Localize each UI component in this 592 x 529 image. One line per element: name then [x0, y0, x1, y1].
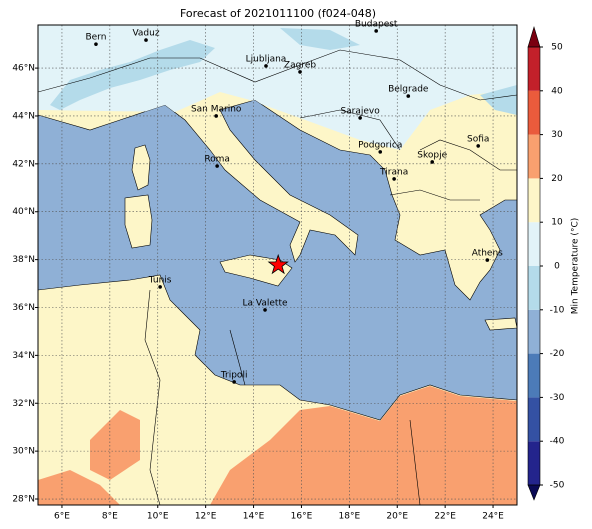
- city-dot: [406, 94, 411, 98]
- city-label: Roma: [204, 155, 230, 165]
- colorbar-tick-label: -20: [550, 349, 565, 359]
- city-label: Bern: [85, 33, 106, 43]
- colorbar-label: Min Temperature (°C): [571, 218, 581, 315]
- city-dot: [358, 116, 362, 120]
- colorbar-bin: [528, 266, 540, 310]
- colorbar-tick-label: 20: [551, 174, 563, 184]
- lon-tick-label: 22°E: [434, 512, 456, 522]
- city-dot: [232, 380, 236, 384]
- city-dot: [392, 177, 396, 181]
- lat-tick-label: 40°N: [12, 207, 35, 217]
- colorbar-tick-label: 50: [551, 43, 563, 53]
- city-dot: [378, 150, 383, 154]
- corsica: [131, 144, 151, 191]
- city-label: La Valette: [243, 298, 288, 308]
- colorbar-extend-under: [527, 484, 541, 501]
- city-dot: [264, 64, 268, 68]
- city-label: Belgrade: [388, 85, 429, 95]
- city-label: Tirana: [379, 167, 408, 177]
- colorbar-bin: [528, 222, 540, 266]
- colorbar-bin: [528, 47, 540, 91]
- city-label: Sarajevo: [340, 106, 380, 116]
- lat-tick-label: 46°N: [12, 64, 35, 74]
- city-dot: [94, 42, 98, 46]
- map-title: Forecast of 2021011100 (f024-048): [180, 7, 376, 20]
- crete: [484, 317, 517, 331]
- lon-tick-label: 20°E: [386, 512, 408, 522]
- country-border: [38, 49, 517, 505]
- colorbar-tick-label: 30: [551, 130, 563, 140]
- colorbar-bin: [528, 309, 540, 354]
- colorbar-tick-label: 10: [551, 218, 563, 228]
- city-dot: [485, 258, 490, 262]
- city-dot: [374, 29, 378, 33]
- colorbar-tick-label: 40: [551, 86, 563, 96]
- lat-tick-label: 30°N: [12, 447, 35, 457]
- city-label: San Marino: [191, 104, 242, 114]
- city-label: Budapest: [355, 19, 398, 29]
- lon-tick-label: 18°E: [339, 512, 361, 522]
- city-dot: [476, 144, 481, 148]
- star-marker: [267, 253, 289, 275]
- map-frame: [37, 24, 518, 506]
- colorbar-tick-label: -30: [550, 393, 565, 403]
- city-dot: [298, 70, 302, 74]
- city-dot: [158, 285, 162, 289]
- lat-tick-label: 32°N: [12, 399, 35, 409]
- lon-tick-label: 16°E: [291, 512, 313, 522]
- colorbar-tick-label: -10: [550, 305, 565, 315]
- lon-tick-label: 12°E: [195, 512, 217, 522]
- colorbar-bin: [528, 441, 540, 485]
- city-label: Tripoli: [220, 370, 248, 380]
- warm-region: [90, 410, 140, 480]
- colorbar-extend-over: [527, 25, 541, 48]
- city-dot: [215, 164, 219, 168]
- lat-tick-label: 28°N: [12, 495, 35, 505]
- sardinia: [124, 194, 153, 249]
- colorbar-tick-label: -50: [550, 481, 565, 491]
- city-label: Vaduz: [132, 29, 159, 39]
- colorbar-bin: [528, 353, 540, 398]
- city-dot: [263, 308, 267, 312]
- city-label: Tunis: [148, 275, 172, 285]
- lon-tick-label: 14°E: [243, 512, 265, 522]
- lat-tick-label: 44°N: [12, 111, 35, 121]
- cold-region: [38, 25, 517, 150]
- lat-tick-label: 36°N: [12, 303, 35, 313]
- lat-tick-label: 38°N: [12, 255, 35, 265]
- colorbar-tick-label: -40: [550, 437, 565, 447]
- lon-tick-label: 8°E: [102, 512, 118, 522]
- city-dot: [214, 114, 218, 118]
- lon-tick-label: 6°E: [54, 512, 70, 522]
- colorbar-bin: [528, 134, 540, 179]
- city-dot: [144, 38, 148, 42]
- lon-tick-label: 24°E: [482, 512, 504, 522]
- city-label: Skopje: [417, 150, 447, 160]
- city-label: Podgorica: [358, 140, 402, 150]
- warm-region: [38, 470, 120, 505]
- city-label: Ljubljana: [246, 54, 287, 64]
- lat-tick-label: 34°N: [12, 351, 35, 361]
- city-dot: [430, 160, 435, 164]
- city-label: Athens: [472, 249, 503, 259]
- colorbar-bin: [528, 178, 540, 223]
- colorbar-tick-label: 0: [554, 262, 560, 272]
- city-label: Zagreb: [284, 60, 316, 70]
- warm-region: [210, 386, 517, 505]
- lon-tick-label: 10°E: [147, 512, 169, 522]
- colorbar-bin: [528, 90, 540, 135]
- map-area: [38, 25, 517, 505]
- lat-tick-label: 42°N: [12, 159, 35, 169]
- colorbar-bin: [528, 397, 540, 442]
- city-label: Sofia: [467, 134, 489, 144]
